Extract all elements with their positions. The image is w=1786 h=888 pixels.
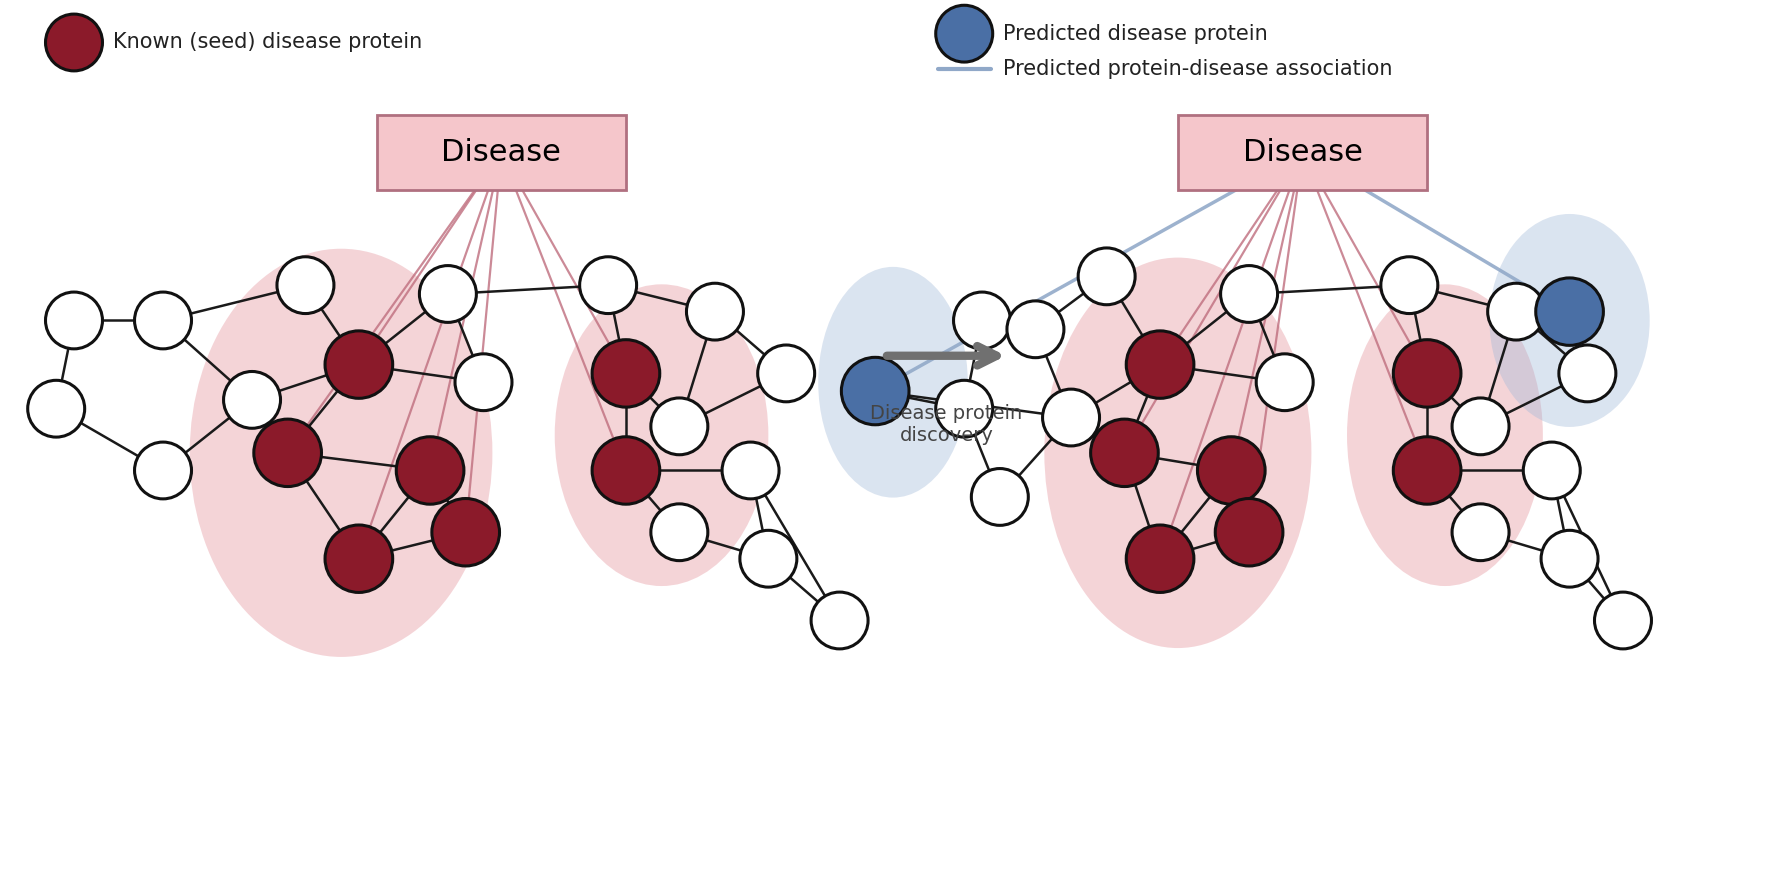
Ellipse shape [757,345,814,401]
Ellipse shape [1541,530,1598,587]
Ellipse shape [650,503,707,560]
Ellipse shape [811,592,868,649]
Ellipse shape [1197,437,1264,504]
Ellipse shape [1595,592,1652,649]
Ellipse shape [1091,419,1159,487]
Ellipse shape [1393,340,1461,407]
Ellipse shape [1393,437,1461,504]
Ellipse shape [1536,278,1604,345]
Ellipse shape [1127,525,1193,592]
FancyBboxPatch shape [377,115,625,190]
Ellipse shape [189,249,493,657]
Ellipse shape [739,530,797,587]
Ellipse shape [1127,331,1193,399]
Ellipse shape [1220,266,1277,322]
Ellipse shape [1347,284,1543,586]
Ellipse shape [841,357,909,424]
Ellipse shape [325,525,393,592]
Ellipse shape [1256,353,1313,410]
Text: Disease: Disease [1243,139,1363,167]
Ellipse shape [1488,283,1545,340]
Ellipse shape [1452,503,1509,560]
Text: Predicted protein-disease association: Predicted protein-disease association [1004,59,1393,79]
Ellipse shape [954,292,1011,349]
Ellipse shape [432,498,500,566]
Ellipse shape [45,14,102,71]
Ellipse shape [722,442,779,499]
Ellipse shape [277,257,334,313]
Text: Known (seed) disease protein: Known (seed) disease protein [113,33,423,52]
Ellipse shape [420,266,477,322]
Ellipse shape [254,419,321,487]
Ellipse shape [1381,257,1438,313]
Ellipse shape [1007,301,1064,358]
Ellipse shape [325,331,393,399]
Ellipse shape [223,371,280,428]
Ellipse shape [593,437,659,504]
Ellipse shape [818,267,968,497]
Ellipse shape [455,353,513,410]
Text: Predicted disease protein: Predicted disease protein [1004,24,1268,44]
Ellipse shape [972,469,1029,526]
Ellipse shape [555,284,768,586]
Ellipse shape [1452,398,1509,455]
Ellipse shape [396,437,464,504]
Text: Disease: Disease [441,139,561,167]
Ellipse shape [134,292,191,349]
Ellipse shape [936,5,993,62]
Ellipse shape [936,380,993,437]
Ellipse shape [29,380,84,437]
Ellipse shape [134,442,191,499]
Ellipse shape [593,340,659,407]
Ellipse shape [45,292,102,349]
Ellipse shape [686,283,743,340]
FancyBboxPatch shape [1179,115,1427,190]
Ellipse shape [1079,248,1136,305]
Ellipse shape [1045,258,1311,648]
Ellipse shape [1523,442,1581,499]
Ellipse shape [1043,389,1100,446]
Text: Disease protein
discovery: Disease protein discovery [870,404,1023,445]
Ellipse shape [650,398,707,455]
Ellipse shape [580,257,636,313]
Ellipse shape [1490,214,1650,427]
Ellipse shape [1559,345,1616,401]
Ellipse shape [1214,498,1282,566]
